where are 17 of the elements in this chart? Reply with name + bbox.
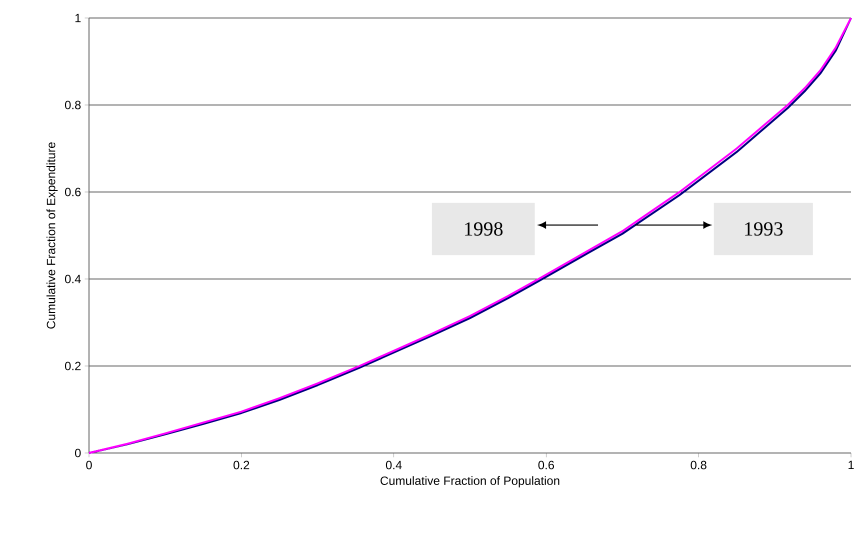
y-axis-title: Cumulative Fraction of Expenditure — [46, 142, 58, 329]
x-axis-title: Cumulative Fraction of Population — [380, 476, 560, 488]
y-tick-label: 0.2 — [64, 362, 81, 370]
line-series — [88, 16, 852, 454]
y-tick-label: 0.6 — [64, 188, 81, 196]
y-tick-label: 0 — [75, 448, 81, 458]
x-tick-label: 0.4 — [386, 460, 402, 470]
x-tick-label: 0 — [86, 460, 92, 470]
y-tick-label: 1 — [75, 14, 81, 22]
x-tick-label: 1 — [848, 460, 854, 470]
x-tick-label: 0.2 — [234, 460, 250, 470]
x-tick-label: 0.8 — [690, 460, 706, 470]
annotation: 1993 — [745, 222, 783, 236]
y-tick-label: 0.8 — [64, 100, 81, 110]
annotation: 1998 — [465, 222, 503, 236]
y-tick-label: 0.4 — [64, 274, 81, 284]
x-tick-label: 0.6 — [538, 460, 554, 470]
